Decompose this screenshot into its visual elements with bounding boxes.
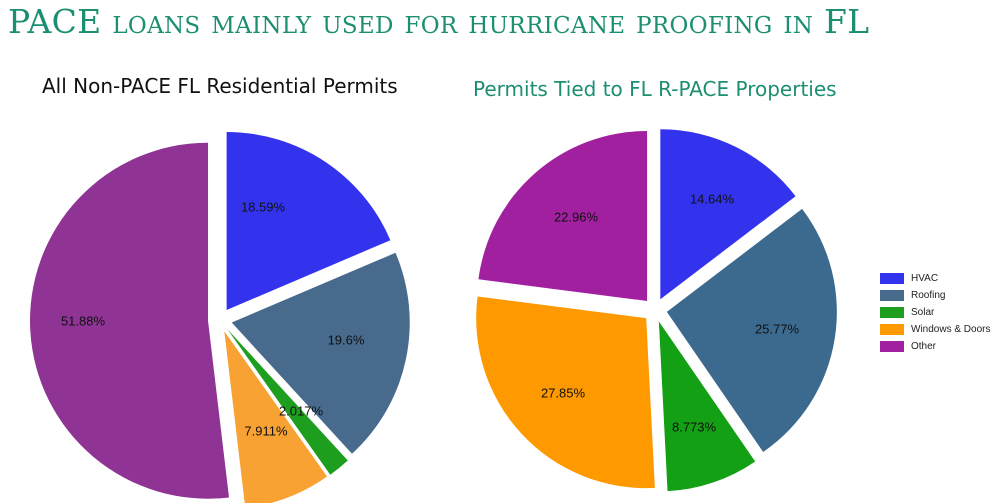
legend-item-solar[interactable]: Solar [880, 304, 990, 321]
legend-label: Other [911, 341, 937, 352]
legend-item-windows-doors[interactable]: Windows & Doors [880, 321, 990, 338]
legend-swatch [880, 307, 904, 318]
slice-label-other: 22.96% [554, 209, 599, 224]
slice-label-windows-doors: 27.85% [541, 385, 586, 400]
slice-label-solar: 8.773% [672, 419, 717, 434]
legend-label: Windows & Doors [911, 324, 991, 335]
pie-slice-solar[interactable] [658, 321, 756, 492]
slice-label-windows-doors: 7.911% [244, 423, 288, 438]
legend-item-roofing[interactable]: Roofing [880, 287, 990, 304]
pie-slice-hvac[interactable] [660, 129, 796, 300]
right-chart-title: Permits Tied to FL R-PACE Properties [473, 77, 837, 101]
pie-slice-windows-doors[interactable] [476, 296, 655, 489]
pie-chart-non-pace: 18.59% 19.6% 2.017% 7.911% 51.88% [30, 131, 410, 503]
legend-label: Solar [911, 307, 935, 318]
slice-label-other: 51.88% [61, 313, 106, 328]
pie-slice-hvac[interactable] [226, 131, 391, 310]
legend-label: Roofing [911, 290, 946, 301]
pie-slice-roofing[interactable] [666, 208, 837, 452]
slice-label-hvac: 18.59% [241, 199, 286, 214]
legend-swatch [880, 341, 904, 352]
legend: HVAC Roofing Solar Windows & Doors Other [880, 270, 990, 355]
legend-swatch [880, 290, 904, 301]
pie-slice-roofing[interactable] [231, 252, 410, 454]
legend-swatch [880, 273, 904, 284]
legend-label: HVAC [911, 273, 939, 284]
left-chart-title: All Non-PACE FL Residential Permits [42, 74, 398, 98]
slide-title: PACE loans mainly used for hurricane pro… [8, 2, 870, 41]
legend-item-other[interactable]: Other [880, 338, 990, 355]
slice-label-solar: 2.017% [279, 403, 324, 418]
pie-slice-other[interactable] [478, 130, 648, 301]
slice-label-hvac: 14.64% [690, 191, 735, 206]
slice-label-roofing: 19.6% [328, 332, 365, 347]
legend-swatch [880, 324, 904, 335]
pie-slice-other[interactable] [30, 142, 230, 499]
slice-label-roofing: 25.77% [755, 321, 800, 336]
pie-slice-solar[interactable] [227, 329, 348, 475]
pie-chart-r-pace: 14.64% 25.77% 8.773% 27.85% 22.96% [476, 129, 837, 492]
legend-item-hvac[interactable]: HVAC [880, 270, 990, 287]
pie-slice-windows-doors[interactable] [224, 331, 328, 503]
